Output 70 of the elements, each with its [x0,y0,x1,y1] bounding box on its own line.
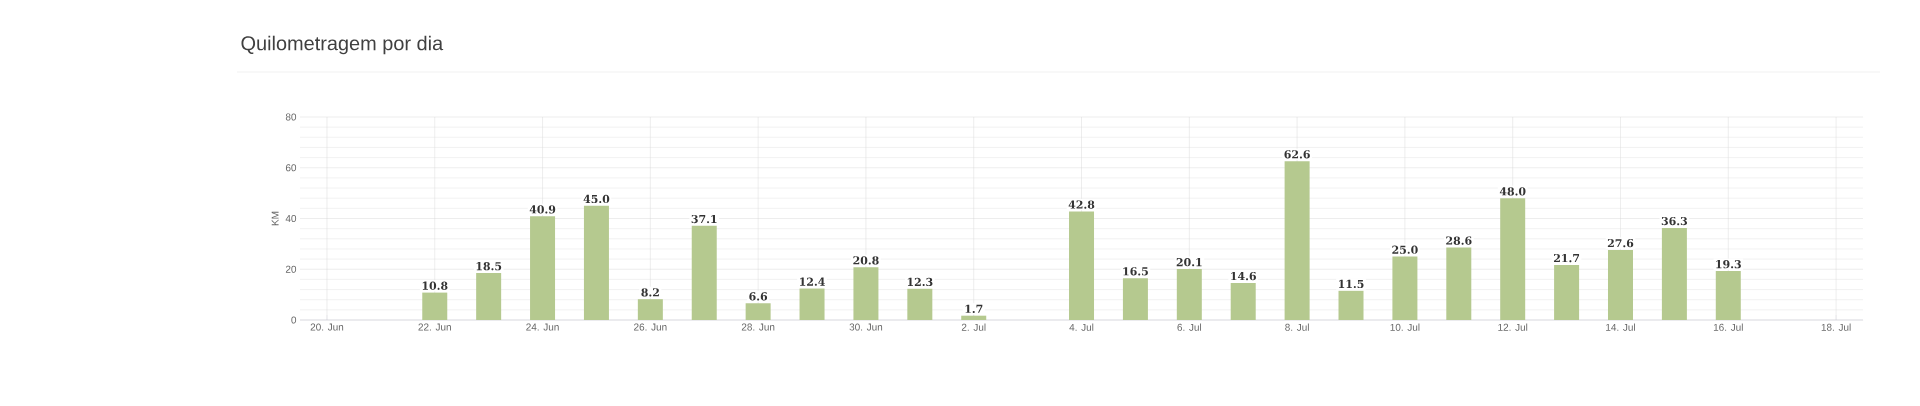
x-tick-label: 14. Jul [1606,323,1635,331]
data-label: 27.6 [1607,238,1634,248]
bar [1446,247,1472,320]
bar [530,216,556,320]
bar [907,288,933,320]
y-tick-label: 0 [291,316,297,324]
x-tick-label: 6. Jul [1177,323,1202,331]
data-label: 12.3 [907,277,933,287]
bar [961,315,987,320]
data-label: 25.0 [1392,245,1418,254]
data-label: 45.0 [583,194,610,204]
data-label: 21.7 [1553,253,1580,263]
x-tick-label: 22. Jun [418,323,451,331]
bar [1176,269,1202,320]
bar [1661,227,1687,320]
bar [1500,198,1526,320]
data-label: 40.9 [529,205,556,214]
x-tick-label: 10. Jul [1390,323,1420,331]
bar [799,288,825,320]
bar [691,225,717,320]
bar [637,299,663,320]
y-tick-label: 40 [285,214,297,223]
bar [1338,290,1364,320]
data-label: 16.5 [1123,267,1148,276]
data-label: 20.1 [1176,258,1202,267]
bar [1122,278,1148,320]
bar [1284,161,1310,320]
data-label: 18.5 [476,262,502,271]
bar [422,292,448,320]
x-tick-label: 24. Jun [526,323,559,331]
data-label: 6.6 [749,292,768,301]
bar [583,205,609,320]
y-axis-title: KM [271,211,279,226]
bar [1230,282,1256,320]
x-tick-label: 26. Jun [634,323,667,331]
data-label: 19.3 [1716,260,1741,269]
data-label: 42.8 [1068,200,1095,209]
y-tick-label: 20 [285,265,297,273]
data-label: 14.6 [1231,271,1256,281]
data-label: 8.2 [641,288,659,297]
x-tick-label: 20. Jun [310,323,344,331]
bar [1554,264,1580,320]
bar [1069,211,1095,320]
x-tick-label: 16. Jul [1713,323,1743,331]
x-tick-label: 4. Jul [1069,323,1094,331]
bar [1392,256,1418,320]
x-tick-label: 8. Jul [1285,323,1309,331]
x-tick-label: 12. Jul [1498,323,1528,331]
data-label: 11.5 [1339,279,1364,289]
bar [476,273,502,320]
bar [1715,271,1741,320]
data-label: 37.1 [691,214,717,224]
bar [853,267,879,320]
y-tick-label: 60 [285,164,297,172]
data-label: 1.7 [965,304,983,313]
data-label: 20.8 [853,256,879,265]
chart-title: Quilometragem por dia [241,35,444,55]
bar [745,303,771,320]
x-tick-label: 2. Jul [961,323,986,331]
x-tick-label: 28. Jun [741,323,775,331]
data-label: 36.3 [1661,216,1688,226]
data-label: 62.6 [1284,150,1310,159]
y-tick-label: 80 [285,113,297,121]
data-label: 28.6 [1446,236,1472,245]
data-label: 12.4 [800,277,825,286]
data-label: 48.0 [1499,187,1526,196]
x-tick-label: 30. Jun [849,323,883,331]
x-tick-label: 18. Jul [1821,323,1851,331]
data-label: 10.8 [422,281,448,290]
bar [1607,249,1633,320]
